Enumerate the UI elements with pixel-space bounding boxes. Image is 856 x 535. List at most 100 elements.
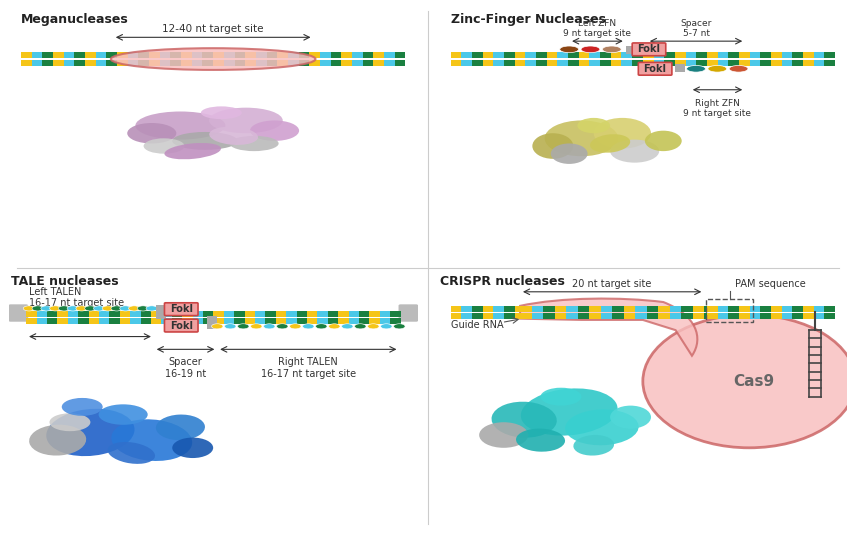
Bar	[338, 318, 348, 324]
Bar	[288, 52, 299, 58]
Bar	[390, 318, 401, 324]
Bar	[27, 318, 37, 324]
Bar	[193, 318, 203, 324]
Ellipse shape	[603, 46, 621, 52]
Bar	[566, 305, 578, 311]
Bar	[88, 318, 99, 324]
Bar	[472, 52, 483, 58]
Ellipse shape	[289, 324, 301, 329]
Bar	[57, 311, 68, 317]
Bar	[380, 311, 390, 317]
Bar	[223, 311, 235, 317]
Bar	[717, 313, 728, 319]
Bar	[543, 313, 555, 319]
Text: FokI: FokI	[638, 44, 661, 55]
Bar	[53, 60, 63, 66]
Text: 20 nt target site: 20 nt target site	[573, 279, 651, 289]
Ellipse shape	[594, 118, 651, 149]
Ellipse shape	[264, 324, 275, 329]
Bar	[568, 305, 579, 311]
Bar	[99, 318, 110, 324]
Ellipse shape	[532, 133, 574, 159]
Bar	[255, 318, 265, 324]
FancyBboxPatch shape	[164, 319, 198, 332]
Bar	[493, 52, 504, 58]
Bar	[824, 52, 835, 58]
Bar	[296, 311, 307, 317]
Bar	[621, 60, 632, 66]
Bar	[172, 311, 182, 317]
Bar	[566, 313, 578, 319]
Bar	[717, 305, 728, 311]
Bar	[728, 60, 739, 66]
Ellipse shape	[302, 324, 314, 329]
Circle shape	[643, 315, 856, 448]
Bar	[162, 318, 172, 324]
Bar	[85, 52, 96, 58]
Bar	[728, 52, 739, 58]
Bar	[192, 60, 203, 66]
Bar	[760, 305, 771, 311]
Bar	[686, 313, 696, 319]
Bar	[106, 52, 117, 58]
Bar	[589, 305, 601, 311]
Ellipse shape	[329, 324, 340, 329]
Bar	[793, 305, 803, 311]
Bar	[693, 305, 704, 311]
Bar	[223, 318, 235, 324]
Bar	[555, 305, 566, 311]
Bar	[395, 52, 406, 58]
Ellipse shape	[201, 106, 241, 119]
Ellipse shape	[58, 306, 70, 311]
Bar	[514, 52, 526, 58]
Ellipse shape	[67, 306, 79, 311]
Bar	[352, 60, 363, 66]
Bar	[658, 305, 669, 311]
Bar	[182, 311, 193, 317]
Bar	[384, 52, 395, 58]
Bar	[266, 52, 277, 58]
Bar	[390, 311, 401, 317]
Ellipse shape	[238, 324, 249, 329]
Bar	[686, 52, 696, 58]
Bar	[590, 305, 600, 311]
Bar	[170, 52, 181, 58]
Bar	[342, 60, 352, 66]
Bar	[139, 52, 149, 58]
Ellipse shape	[172, 132, 238, 150]
Bar	[472, 305, 483, 311]
Bar	[814, 52, 824, 58]
Bar	[318, 318, 328, 324]
Ellipse shape	[111, 48, 316, 70]
Bar	[693, 313, 704, 319]
Bar	[675, 60, 686, 66]
Bar	[579, 305, 590, 311]
Bar	[536, 313, 547, 319]
Bar	[536, 60, 547, 66]
Ellipse shape	[540, 388, 581, 406]
Bar	[213, 318, 223, 324]
Text: FokI: FokI	[169, 320, 193, 331]
Bar	[739, 313, 750, 319]
Bar	[276, 318, 286, 324]
Bar	[611, 305, 621, 311]
Bar	[707, 60, 717, 66]
Bar	[256, 60, 266, 66]
Ellipse shape	[224, 324, 236, 329]
Bar	[235, 60, 245, 66]
Bar	[547, 52, 557, 58]
Bar	[696, 305, 707, 311]
FancyBboxPatch shape	[639, 63, 672, 75]
Bar	[307, 311, 318, 317]
Ellipse shape	[687, 65, 705, 72]
Bar	[461, 313, 472, 319]
Bar	[307, 318, 318, 324]
Text: Left TALEN
16-17 nt target site: Left TALEN 16-17 nt target site	[29, 287, 124, 308]
Bar	[461, 60, 472, 66]
Bar	[568, 60, 579, 66]
Bar	[342, 52, 352, 58]
Text: Spacer
16-19 nt: Spacer 16-19 nt	[164, 357, 206, 379]
Bar	[493, 305, 504, 311]
Bar	[156, 305, 166, 319]
Text: TALE nucleases: TALE nucleases	[10, 275, 118, 288]
